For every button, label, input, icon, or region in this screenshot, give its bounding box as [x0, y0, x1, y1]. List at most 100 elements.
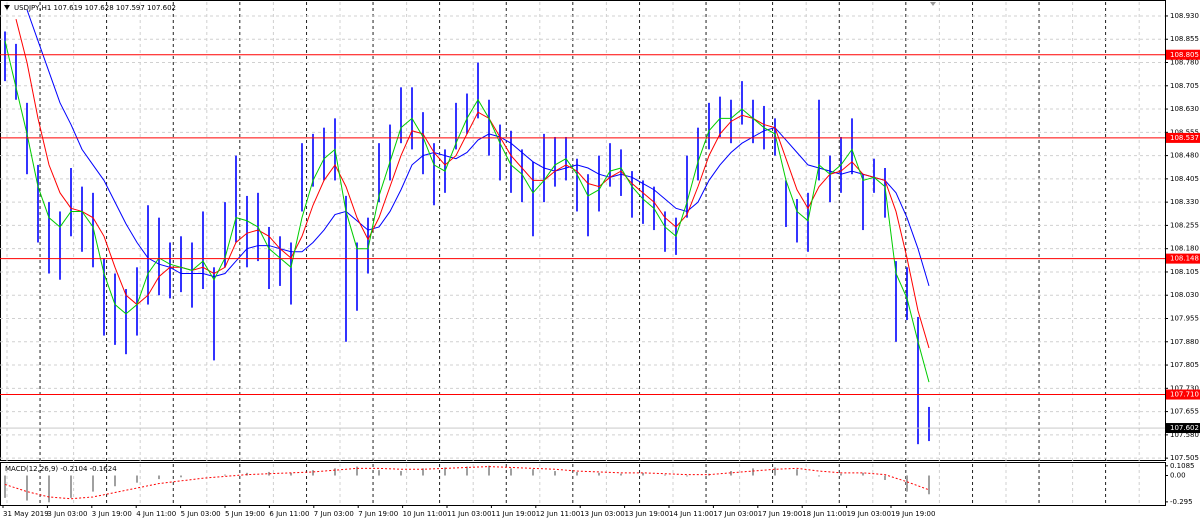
shift-marker	[930, 2, 936, 6]
last-price-label: 107.602	[1170, 424, 1199, 432]
x-tick-label: 7 Jun 19:00	[358, 510, 398, 518]
level-label: 108.805	[1170, 51, 1199, 59]
macd-histogram-bar	[224, 474, 226, 476]
y-tick-label: 107.880	[1170, 338, 1199, 346]
macd-signal-line	[4, 466, 930, 500]
y-tick-label: 107.580	[1170, 431, 1199, 439]
level-label-box	[1166, 253, 1200, 264]
title-marker	[4, 5, 10, 10]
macd-histogram-bar	[906, 475, 908, 492]
macd-histogram-bar	[862, 472, 864, 476]
x-tick-label: 11 Jun 19:00	[491, 510, 535, 518]
y-tick-label: 107.655	[1170, 408, 1199, 416]
y-tick-label: 108.480	[1170, 152, 1199, 160]
x-tick-label: 5 Jun 03:00	[181, 510, 221, 518]
x-tick-label: 11 Jun 03:00	[447, 510, 491, 518]
macd-histogram-bar	[576, 471, 578, 476]
macd-label: MACD(12,26,9) -0.2104 -0.1624	[5, 465, 117, 473]
x-tick-label: 17 Jun 03:00	[713, 510, 757, 518]
x-tick-label: 5 Jun 19:00	[225, 510, 265, 518]
y-tick-label: 107.955	[1170, 315, 1199, 323]
macd-histogram-bar	[730, 471, 732, 476]
macd-y-tick-label: 0.1085	[1170, 462, 1195, 470]
macd-pane-frame	[0, 462, 1166, 506]
macd-histogram-bar	[488, 465, 490, 476]
macd-histogram-bar	[158, 475, 160, 480]
y-tick-label: 107.505	[1170, 454, 1199, 462]
macd-histogram-bar	[70, 475, 72, 498]
level-label-box	[1166, 132, 1200, 143]
x-tick-label: 18 Jun 11:00	[802, 510, 846, 518]
y-tick-label: 108.705	[1170, 82, 1199, 90]
macd-histogram-bar	[422, 468, 424, 476]
y-tick-label: 108.630	[1170, 105, 1199, 113]
x-tick-label: 4 Jun 11:00	[136, 510, 176, 518]
x-tick-label: 17 Jun 19:00	[758, 510, 802, 518]
y-tick-label: 108.930	[1170, 12, 1199, 20]
macd-histogram-bar	[532, 469, 534, 476]
level-label-box	[1166, 49, 1200, 60]
moving-average	[15, 18, 930, 349]
macd-histogram-bar	[180, 475, 182, 478]
macd-histogram-bar	[774, 467, 776, 476]
macd-histogram-bar	[620, 473, 622, 476]
macd-histogram-bar	[510, 468, 512, 476]
macd-histogram-bar	[312, 470, 314, 476]
y-tick-label: 107.805	[1170, 361, 1199, 369]
macd-histogram-bar	[136, 475, 138, 483]
moving-average	[4, 40, 930, 383]
macd-histogram-bar	[114, 475, 116, 487]
y-tick-label: 108.105	[1170, 268, 1199, 276]
y-tick-label: 108.180	[1170, 245, 1199, 253]
y-tick-label: 108.555	[1170, 128, 1199, 136]
y-tick-label: 108.405	[1170, 175, 1199, 183]
y-tick-label: 108.780	[1170, 59, 1199, 67]
x-tick-label: 7 Jun 03:00	[314, 510, 354, 518]
macd-histogram-bar	[928, 475, 930, 495]
x-tick-label: 3 Jun 19:00	[92, 510, 132, 518]
level-label-box	[1166, 389, 1200, 400]
x-tick-label: 13 Jun 03:00	[580, 510, 624, 518]
moving-average	[26, 9, 930, 287]
macd-histogram-bar	[334, 468, 336, 476]
x-tick-label: 31 May 2019	[3, 510, 49, 518]
x-tick-label: 19 Jun 03:00	[847, 510, 891, 518]
y-tick-label: 107.730	[1170, 384, 1199, 392]
macd-histogram-bar	[92, 475, 94, 492]
macd-histogram-bar	[400, 471, 402, 476]
macd-y-tick-label: 0.00	[1170, 472, 1186, 480]
level-label: 108.537	[1170, 134, 1199, 142]
x-tick-label: 6 Jun 11:00	[269, 510, 309, 518]
macd-histogram-bar	[444, 467, 446, 476]
macd-histogram-bar	[642, 472, 644, 476]
y-tick-label: 108.030	[1170, 291, 1199, 299]
macd-histogram-bar	[818, 475, 820, 477]
macd-histogram-bar	[598, 472, 600, 476]
macd-histogram-bar	[796, 469, 798, 476]
x-tick-label: 10 Jun 11:00	[403, 510, 447, 518]
chart-title: USDJPY,H1 107.619 107.628 107.597 107.60…	[14, 4, 176, 12]
y-tick-label: 108.330	[1170, 198, 1199, 206]
macd-histogram-bar	[752, 468, 754, 476]
macd-histogram-bar	[840, 473, 842, 476]
x-tick-label: 19 Jun 19:00	[891, 510, 935, 518]
y-tick-label: 108.855	[1170, 35, 1199, 43]
last-price-box	[1166, 423, 1200, 434]
macd-histogram-bar	[554, 471, 556, 476]
macd-histogram-bar	[48, 475, 50, 503]
macd-histogram-bar	[378, 470, 380, 476]
main-pane-frame	[0, 0, 1166, 461]
macd-histogram-bar	[4, 475, 6, 498]
macd-histogram-bar	[268, 471, 270, 476]
macd-histogram-bar	[290, 472, 292, 476]
x-tick-label: 13 Jun 19:00	[625, 510, 669, 518]
level-label: 107.710	[1170, 391, 1199, 399]
x-tick-label: 12 Jun 11:00	[536, 510, 580, 518]
macd-histogram-bar	[356, 466, 358, 476]
macd-y-tick-label: -0.295	[1170, 498, 1193, 506]
macd-histogram-bar	[664, 474, 666, 476]
macd-histogram-bar	[466, 466, 468, 476]
y-tick-label: 108.255	[1170, 221, 1199, 229]
